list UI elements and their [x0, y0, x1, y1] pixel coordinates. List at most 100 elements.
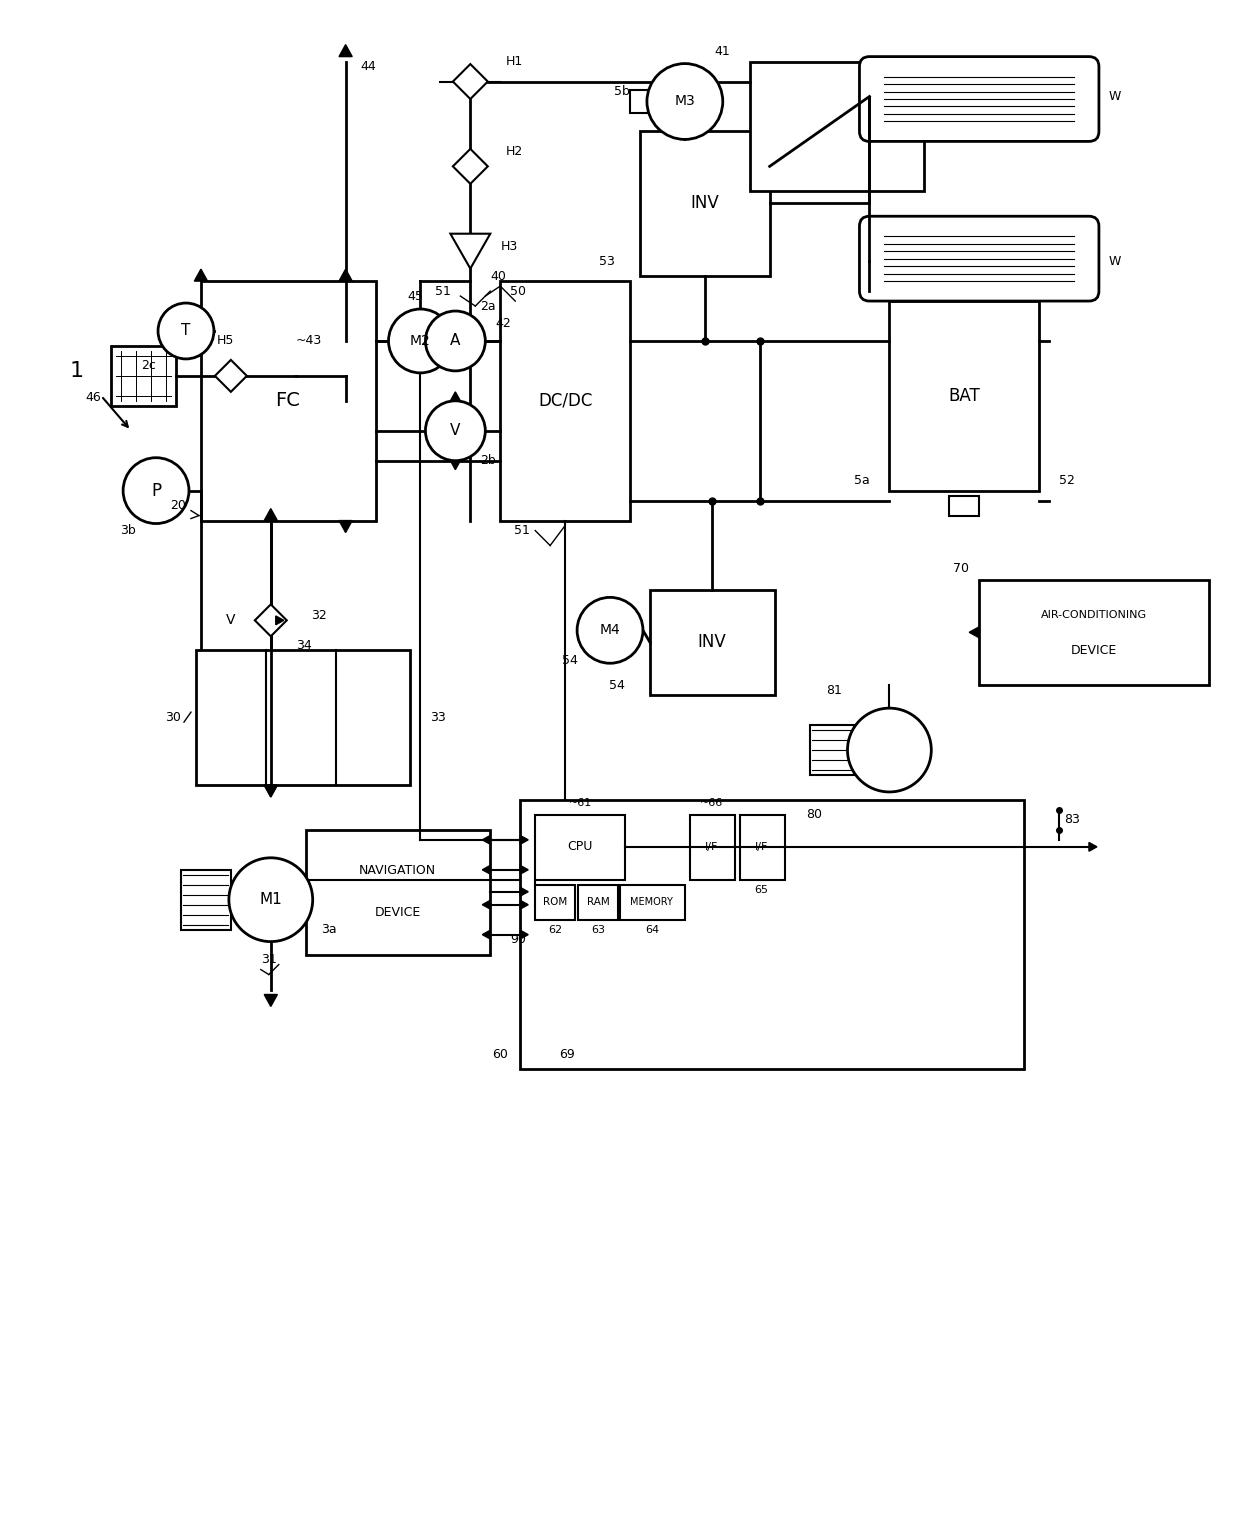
Polygon shape [482, 930, 490, 939]
Text: M1: M1 [259, 893, 283, 906]
Bar [306, 830, 490, 954]
Bar [201, 282, 376, 520]
Text: ~43: ~43 [295, 334, 322, 348]
Text: 63: 63 [591, 925, 605, 934]
Text: 60: 60 [492, 1048, 508, 1060]
Polygon shape [450, 392, 460, 400]
Bar [630, 89, 649, 114]
Text: BAT: BAT [949, 386, 980, 405]
Text: ROM: ROM [543, 897, 567, 906]
Polygon shape [482, 865, 490, 874]
Circle shape [388, 309, 453, 372]
Circle shape [157, 303, 215, 359]
Text: H5: H5 [217, 334, 234, 348]
Text: AIR-CONDITIONING: AIR-CONDITIONING [1040, 611, 1147, 620]
Polygon shape [275, 616, 284, 625]
Text: 3b: 3b [120, 525, 136, 537]
Text: 40: 40 [490, 269, 506, 283]
Text: 50: 50 [510, 285, 526, 297]
Polygon shape [1089, 842, 1097, 851]
Text: P: P [151, 482, 161, 500]
Circle shape [847, 708, 931, 793]
Polygon shape [450, 234, 490, 269]
Text: DEVICE: DEVICE [1071, 643, 1117, 657]
Text: A: A [450, 334, 460, 348]
Text: 81: 81 [827, 683, 842, 697]
Text: RAM: RAM [587, 897, 609, 906]
Polygon shape [264, 785, 278, 797]
Bar [578, 885, 618, 920]
Polygon shape [264, 994, 278, 1007]
Bar [181, 870, 231, 930]
Text: M4: M4 [600, 623, 620, 637]
Text: NAVIGATION: NAVIGATION [358, 865, 436, 877]
Polygon shape [970, 626, 980, 637]
Polygon shape [264, 508, 278, 520]
Polygon shape [453, 65, 487, 98]
Bar [689, 814, 735, 880]
Text: H2: H2 [505, 145, 522, 159]
Circle shape [425, 400, 485, 460]
Polygon shape [521, 888, 528, 896]
Polygon shape [339, 45, 352, 57]
Polygon shape [339, 269, 352, 282]
Text: 44: 44 [361, 60, 376, 72]
FancyBboxPatch shape [859, 57, 1099, 142]
Text: 2b: 2b [480, 454, 496, 468]
Bar [640, 131, 770, 275]
Text: T: T [181, 323, 191, 339]
Text: 65: 65 [755, 885, 769, 894]
Text: 31: 31 [260, 953, 277, 966]
Circle shape [123, 457, 188, 523]
Bar [950, 496, 980, 516]
Polygon shape [482, 836, 490, 845]
FancyBboxPatch shape [859, 217, 1099, 302]
Circle shape [577, 597, 644, 663]
Text: 3a: 3a [321, 923, 336, 936]
Text: FC: FC [275, 391, 300, 411]
Text: 80: 80 [806, 808, 822, 822]
Text: MEMORY: MEMORY [630, 897, 673, 906]
Text: H1: H1 [505, 55, 522, 68]
Text: INV: INV [697, 633, 727, 651]
Bar [112, 346, 176, 406]
Circle shape [229, 857, 312, 942]
Text: 52: 52 [1059, 474, 1075, 488]
Text: 2a: 2a [480, 300, 496, 312]
Circle shape [647, 63, 723, 140]
Polygon shape [482, 900, 490, 910]
Polygon shape [215, 360, 247, 392]
Text: 2c: 2c [141, 360, 156, 372]
Text: 51: 51 [515, 525, 531, 537]
Text: 20: 20 [170, 499, 186, 512]
Text: I/F: I/F [706, 842, 718, 851]
Text: 69: 69 [559, 1048, 575, 1060]
Bar [500, 282, 630, 520]
Circle shape [425, 311, 485, 371]
Text: 30: 30 [165, 711, 181, 723]
Text: CPU: CPU [568, 840, 593, 853]
Text: 5b: 5b [614, 85, 630, 98]
Polygon shape [264, 785, 278, 797]
Bar [810, 725, 854, 776]
Text: 46: 46 [86, 391, 102, 405]
Text: 41: 41 [714, 45, 730, 58]
Bar [980, 580, 1209, 685]
Bar [536, 885, 575, 920]
Text: ~61: ~61 [568, 797, 591, 808]
Text: V: V [227, 614, 236, 628]
Bar [620, 885, 684, 920]
Text: 51: 51 [434, 285, 450, 297]
Text: 32: 32 [311, 609, 326, 622]
Text: INV: INV [691, 194, 719, 212]
Text: M3: M3 [675, 94, 696, 109]
Polygon shape [453, 149, 487, 183]
Bar [740, 814, 785, 880]
Polygon shape [195, 269, 207, 282]
Polygon shape [521, 900, 528, 910]
Text: H3: H3 [500, 240, 517, 252]
Polygon shape [450, 460, 460, 469]
Text: DC/DC: DC/DC [538, 392, 593, 409]
Text: 54: 54 [609, 679, 625, 691]
Text: I/F: I/F [755, 842, 769, 851]
